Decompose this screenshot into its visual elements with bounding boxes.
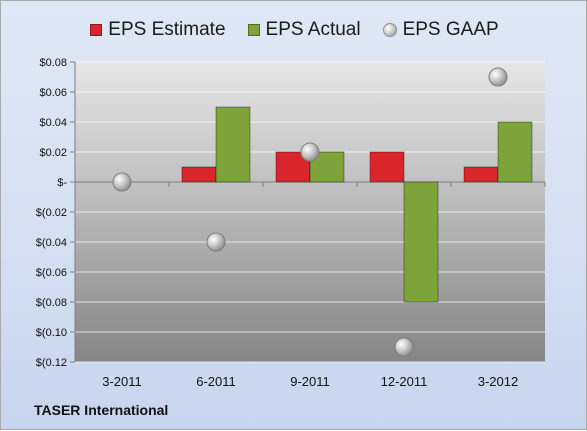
- company-name-label: TASER International: [34, 402, 169, 418]
- actual-bar: [215, 106, 251, 183]
- gaap-point: [300, 142, 320, 162]
- actual-bar: [403, 181, 439, 303]
- actual-bar: [497, 121, 533, 183]
- gaap-point: [112, 172, 132, 192]
- x-category-label: 12-2011: [381, 374, 428, 389]
- x-category-label: 9-2011: [290, 374, 330, 389]
- legend-item-eps-gaap: EPS GAAP: [382, 19, 499, 41]
- legend-label-actual: EPS Actual: [265, 19, 361, 40]
- gaap-point: [394, 337, 414, 357]
- y-tick-label: $(0.10: [36, 327, 67, 339]
- y-tick-label: $0.02: [39, 147, 67, 159]
- legend-swatch-gaap: [382, 23, 397, 37]
- legend-item-eps-estimate: EPS Estimate: [90, 19, 226, 41]
- legend-item-eps-actual: EPS Actual: [247, 19, 361, 41]
- x-category-label: 6-2011: [196, 374, 236, 389]
- y-tick-label: $0.06: [39, 87, 67, 99]
- estimate-bar: [181, 166, 217, 183]
- estimate-bar: [463, 166, 499, 183]
- y-tick-label: $(0.08: [36, 297, 67, 309]
- legend-swatch-actual: [247, 24, 260, 36]
- legend-swatch-estimate: [90, 24, 103, 36]
- chart-legend: EPS Estimate EPS Actual EPS GAAP: [1, 15, 587, 45]
- y-tick-label: $(0.06: [36, 267, 67, 279]
- estimate-bar: [369, 151, 405, 183]
- x-axis-labels: 3-2011 6-2011 9-2011 12-2011 3-2012: [102, 374, 518, 389]
- legend-label-gaap: EPS GAAP: [402, 19, 499, 40]
- x-category-label: 3-2011: [102, 374, 142, 389]
- y-tick-label: $-: [57, 177, 67, 189]
- y-tick-label: $(0.02: [36, 207, 67, 219]
- y-tick-label: $(0.04: [36, 237, 67, 249]
- y-tick-label: $0.04: [39, 117, 67, 129]
- y-tick-label: $(0.12: [36, 357, 67, 369]
- bar-series: [181, 106, 533, 303]
- gaap-point: [206, 232, 226, 252]
- gaap-point: [488, 67, 508, 87]
- y-tick-label: $0.08: [39, 57, 67, 69]
- legend-label-estimate: EPS Estimate: [108, 19, 226, 40]
- gaap-points: [112, 67, 508, 357]
- x-category-label: 3-2012: [478, 374, 518, 389]
